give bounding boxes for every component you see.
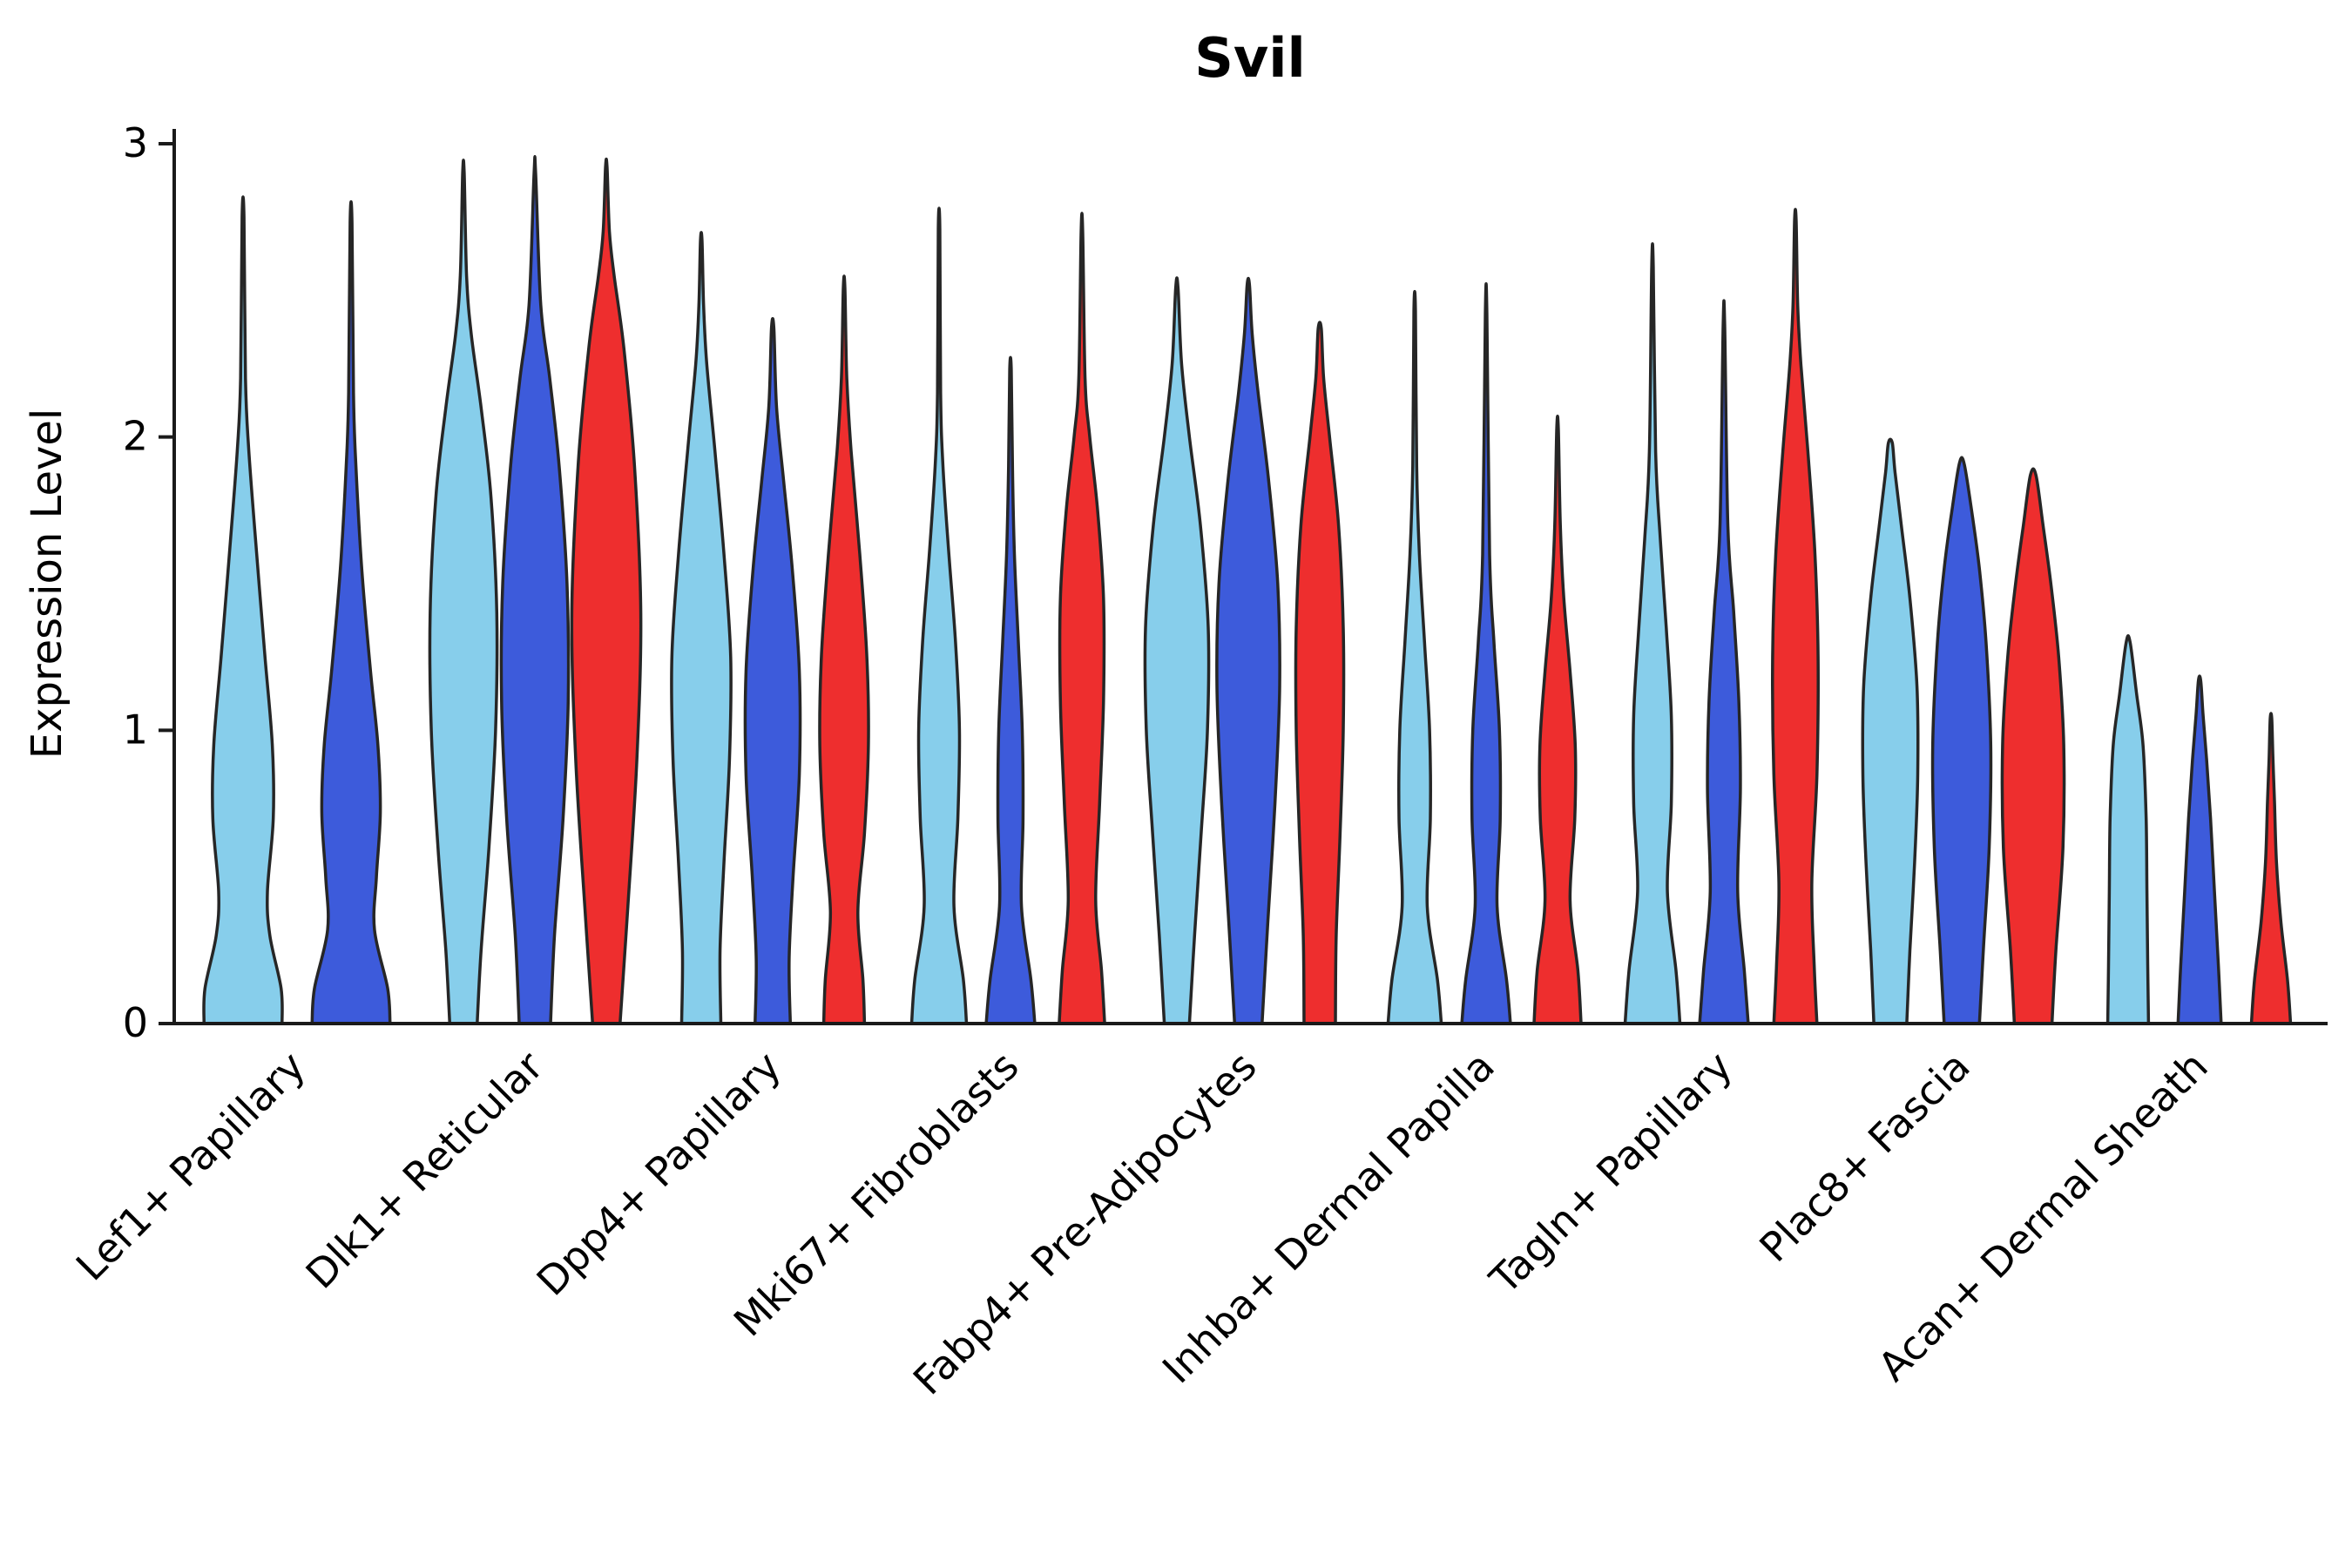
x-tick-label: Lef1+ Papillary: [67, 1043, 314, 1290]
violin-acan-dermal-sheath-blue: [2176, 674, 2223, 1025]
violin-tagln-papillary-red: [1771, 207, 1820, 1025]
violin-fabp4-pre-adipocytes-red: [1294, 321, 1346, 1025]
violin-plac8-fascia-red: [2000, 467, 2066, 1025]
violin-dlk1-reticular-red: [570, 157, 643, 1025]
violins-layer: [202, 154, 2293, 1025]
violin-tagln-papillary-skyblue: [1623, 242, 1682, 1025]
violin-fabp4-pre-adipocytes-blue: [1215, 276, 1281, 1025]
violin-inhba-dermal-papilla-red: [1532, 414, 1583, 1025]
violin-plac8-fascia-skyblue: [1861, 437, 1920, 1025]
y-tick-label: 1: [123, 706, 148, 753]
chart-title: Svil: [1194, 26, 1306, 90]
violin-dpp4-papillary-blue: [743, 316, 802, 1025]
violin-plac8-fascia-blue: [1930, 456, 1993, 1025]
violin-lef1-papillary-blue: [310, 200, 392, 1025]
axes-layer: 0 1 2 3: [123, 119, 2328, 1046]
x-tick-label: Plac8+ Fascia: [1750, 1043, 1978, 1271]
violin-mki67-fibroblasts-red: [1058, 212, 1106, 1025]
y-tick-label: 3: [123, 119, 148, 166]
y-tick-label: 2: [123, 413, 148, 460]
violin-tagln-papillary-blue: [1698, 299, 1750, 1025]
y-tick-label: 0: [123, 999, 148, 1046]
violin-inhba-dermal-papilla-skyblue: [1386, 289, 1443, 1025]
violin-acan-dermal-sheath-red: [2249, 712, 2293, 1025]
violin-acan-dermal-sheath-skyblue: [2105, 633, 2151, 1025]
y-axis-label: Expression Level: [23, 409, 71, 760]
violin-fabp4-pre-adipocytes-skyblue: [1143, 276, 1211, 1025]
violin-dpp4-papillary-red: [818, 274, 870, 1025]
x-tick-label: Dpp4+ Papillary: [528, 1043, 790, 1305]
violin-lef1-papillary-skyblue: [202, 195, 284, 1025]
violin-dlk1-reticular-skyblue: [428, 159, 499, 1025]
violin-dlk1-reticular-blue: [499, 154, 571, 1025]
violin-inhba-dermal-papilla-blue: [1460, 282, 1512, 1025]
violin-mki67-fibroblasts-skyblue: [909, 206, 969, 1025]
x-tick-label: Dlk1+ Reticular: [297, 1043, 552, 1298]
violin-mki67-fibroblasts-blue: [984, 355, 1037, 1025]
x-tick-label: Tagln+ Papillary: [1480, 1043, 1741, 1304]
violin-dpp4-papillary-skyblue: [670, 231, 733, 1025]
